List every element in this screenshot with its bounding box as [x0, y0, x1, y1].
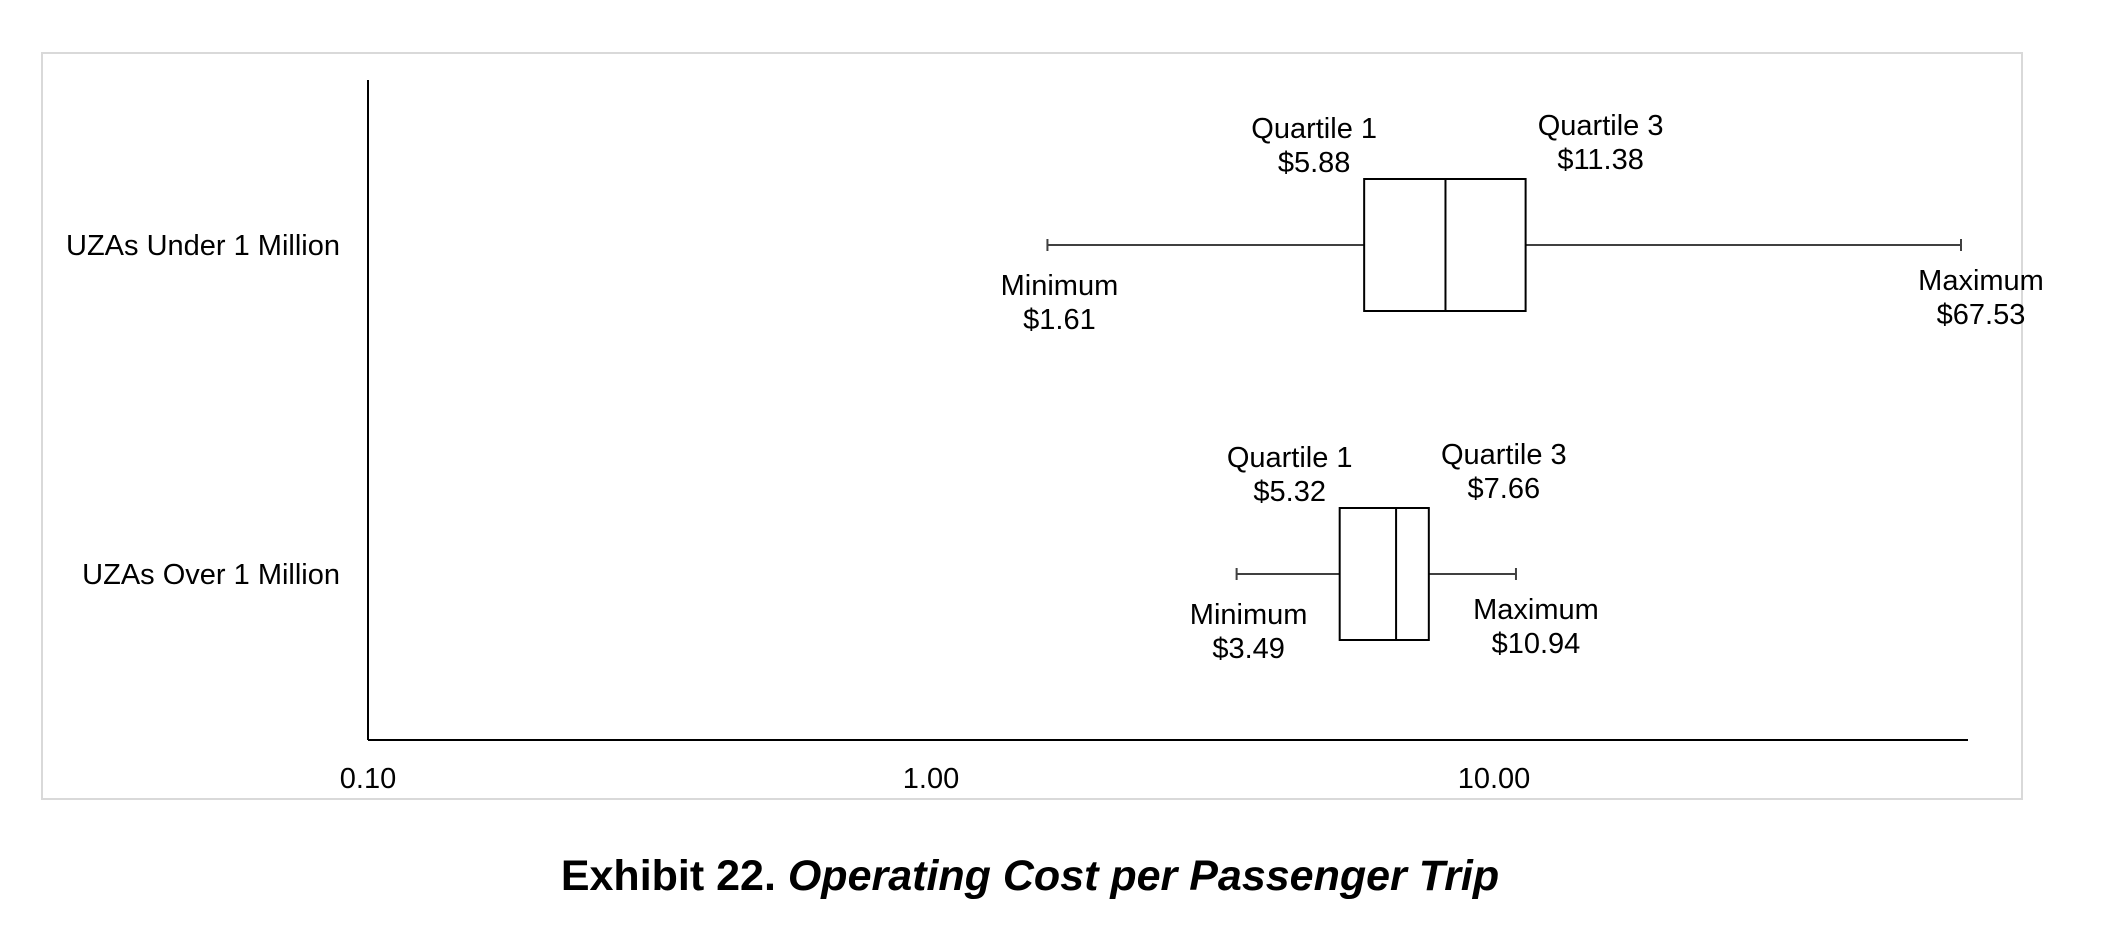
max-label: Maximum: [1473, 594, 1599, 626]
category-label: UZAs Under 1 Million: [66, 230, 340, 262]
q1-label: Quartile 1: [1227, 442, 1353, 474]
min-label: Minimum: [1001, 270, 1119, 302]
iqr-box: [1338, 507, 1430, 641]
chart-frame: [41, 52, 2023, 800]
box-plot-chart: 0.10 1.00 10.00 UZAs Under 1 Million Quartil…: [41, 52, 2044, 800]
q3-value: $11.38: [1557, 144, 1644, 176]
max-value: $10.94: [1492, 628, 1581, 660]
exhibit-label: Exhibit 22.: [560, 852, 776, 900]
x-tick-label: 1.00: [903, 763, 959, 795]
plot-area: 0.10 1.00 10.00 UZAs Under 1 Million Quartil…: [66, 110, 2044, 795]
min-value: $1.61: [1023, 304, 1096, 336]
category-label: UZAs Over 1 Million: [82, 559, 340, 591]
x-tick-label: 0.10: [340, 763, 396, 795]
x-tick-label: 10.00: [1458, 763, 1531, 795]
q3-label: Quartile 3: [1441, 439, 1567, 471]
q1-value: $5.32: [1253, 476, 1326, 508]
q3-label: Quartile 3: [1538, 110, 1664, 142]
q1-value: $5.88: [1278, 147, 1351, 179]
q3-value: $7.66: [1468, 473, 1541, 505]
max-label: Maximum: [1918, 265, 2044, 297]
figure-caption: Exhibit 22. Operating Cost per Passenger…: [0, 852, 2060, 901]
min-value: $3.49: [1212, 633, 1285, 665]
exhibit-title: Operating Cost per Passenger Trip: [787, 852, 1500, 900]
max-value: $67.53: [1937, 299, 2026, 331]
q1-label: Quartile 1: [1251, 113, 1377, 145]
min-label: Minimum: [1190, 599, 1308, 631]
